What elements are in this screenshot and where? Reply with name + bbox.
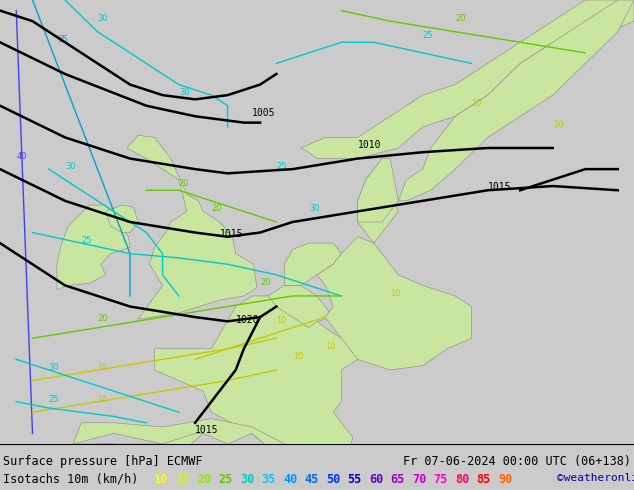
Text: 45: 45: [304, 473, 319, 486]
Text: Fr 07-06-2024 00:00 UTC (06+138): Fr 07-06-2024 00:00 UTC (06+138): [403, 455, 631, 468]
Text: ©weatheronline.co.uk: ©weatheronline.co.uk: [557, 473, 634, 483]
Text: 1015: 1015: [195, 425, 219, 436]
Polygon shape: [73, 433, 204, 486]
Text: Isotachs 10m (km/h): Isotachs 10m (km/h): [3, 473, 138, 486]
Text: 30: 30: [179, 88, 190, 97]
Text: 20: 20: [260, 278, 271, 288]
Text: 1010: 1010: [358, 140, 381, 150]
Polygon shape: [106, 205, 138, 233]
Text: 25: 25: [49, 394, 59, 404]
Text: 30: 30: [309, 204, 320, 214]
Polygon shape: [73, 418, 285, 455]
Polygon shape: [358, 159, 398, 222]
Text: 10: 10: [553, 120, 563, 129]
Polygon shape: [285, 243, 341, 285]
Text: 40: 40: [16, 151, 27, 161]
Polygon shape: [155, 296, 361, 455]
Text: 30: 30: [49, 363, 60, 372]
Text: 80: 80: [455, 473, 469, 486]
Text: 85: 85: [477, 473, 491, 486]
Polygon shape: [398, 0, 634, 201]
Text: 25: 25: [276, 162, 287, 171]
Polygon shape: [57, 205, 130, 290]
Text: 75: 75: [434, 473, 448, 486]
Text: 15: 15: [98, 363, 108, 372]
Text: 40: 40: [283, 473, 297, 486]
Text: 50: 50: [326, 473, 340, 486]
Polygon shape: [268, 285, 333, 328]
Text: 30: 30: [240, 473, 254, 486]
Text: 10: 10: [472, 98, 482, 108]
Text: 30: 30: [98, 14, 108, 23]
Text: 30: 30: [65, 162, 75, 171]
Text: 10: 10: [390, 289, 401, 298]
Text: 10: 10: [276, 317, 287, 325]
Text: 25: 25: [81, 236, 92, 245]
Text: 35: 35: [261, 473, 276, 486]
Text: 60: 60: [369, 473, 383, 486]
Polygon shape: [358, 169, 398, 243]
Text: 70: 70: [412, 473, 426, 486]
Text: 1020: 1020: [236, 316, 259, 325]
Text: 25: 25: [219, 473, 233, 486]
Text: 90: 90: [498, 473, 512, 486]
Text: 35: 35: [57, 35, 68, 44]
Text: 20: 20: [98, 314, 108, 323]
Text: Surface pressure [hPa] ECMWF: Surface pressure [hPa] ECMWF: [3, 455, 202, 468]
Polygon shape: [127, 135, 257, 319]
Text: 20: 20: [211, 204, 222, 214]
Text: 15: 15: [176, 473, 190, 486]
Text: 15: 15: [98, 394, 108, 404]
Text: 1015: 1015: [488, 182, 511, 192]
Text: 10: 10: [325, 342, 335, 351]
Polygon shape: [301, 0, 634, 159]
Text: 10: 10: [293, 352, 303, 362]
Text: 55: 55: [347, 473, 362, 486]
Text: 25: 25: [423, 31, 433, 40]
Text: 20: 20: [179, 179, 190, 188]
Text: 10: 10: [154, 473, 168, 486]
Text: 20: 20: [455, 14, 466, 23]
Text: 20: 20: [197, 473, 211, 486]
Text: 65: 65: [391, 473, 404, 486]
Polygon shape: [317, 237, 472, 370]
Text: 1005: 1005: [252, 108, 276, 118]
Text: 1015: 1015: [219, 229, 243, 239]
